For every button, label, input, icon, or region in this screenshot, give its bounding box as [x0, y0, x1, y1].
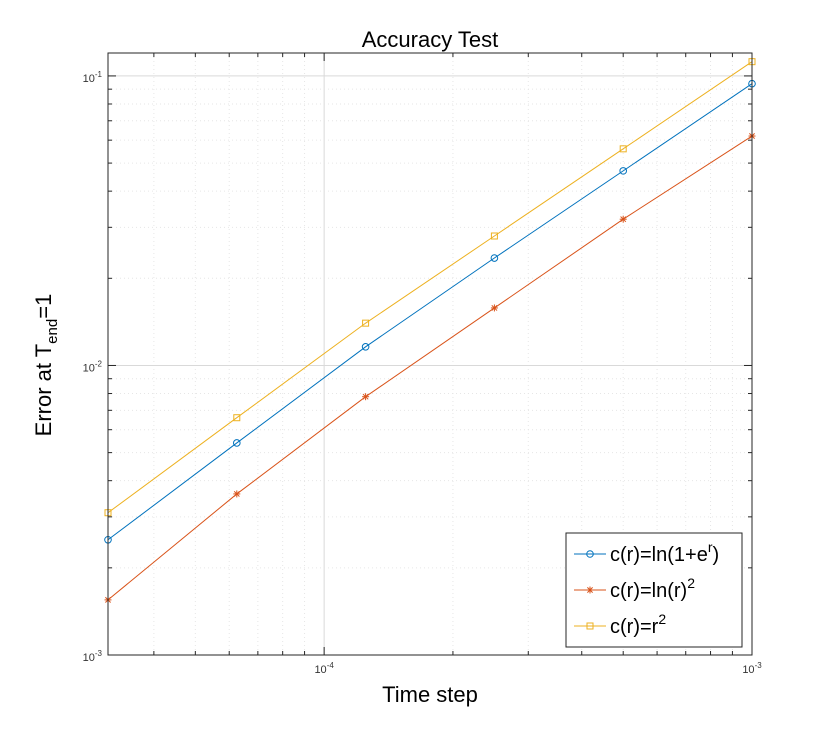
legend-entry: c(r)=ln(1+er)	[574, 539, 719, 566]
series-line	[107, 135, 753, 601]
asterisk-stroke	[491, 304, 498, 311]
series-2	[104, 132, 756, 604]
data-point	[362, 393, 370, 401]
legend: c(r)=ln(1+er) c(r)=ln(r)2 c(r)=r2	[565, 532, 743, 648]
data-point	[619, 167, 628, 175]
legend-entry: c(r)=ln(r)2	[574, 575, 695, 602]
legend-marker	[586, 586, 594, 594]
data-point	[233, 490, 241, 498]
series-layer	[104, 58, 756, 604]
data-point	[619, 145, 627, 153]
series-line	[107, 83, 753, 541]
y-tick-label: 10-3	[83, 649, 103, 664]
legend-label: c(r)=ln(r)2	[610, 575, 695, 602]
legend-marker	[586, 550, 594, 558]
asterisk-stroke	[620, 216, 627, 223]
data-point	[362, 319, 370, 327]
asterisk-stroke	[362, 393, 369, 400]
y-axis-label: Error at Tend=1	[31, 294, 61, 437]
data-point	[361, 343, 370, 351]
legend-entry: c(r)=r2	[574, 611, 666, 638]
data-point	[233, 439, 241, 447]
x-tick-label: 10-4	[314, 661, 334, 676]
y-axis-label-suffix: =1	[31, 294, 56, 319]
y-axis-label-main: Error at T	[31, 344, 56, 437]
series-line	[107, 61, 753, 514]
tick-layer: 10-4 10-3 10-3 10-2 10-1	[83, 53, 762, 676]
x-tick-label: 10-3	[742, 661, 762, 676]
x-axis-label: Time step	[382, 682, 478, 707]
legend-label: c(r)=ln(1+er)	[610, 539, 719, 566]
plot-frame	[107, 52, 753, 656]
legend-marker	[586, 622, 594, 630]
data-point	[233, 414, 241, 422]
asterisk-stroke	[587, 587, 593, 593]
chart-title: Accuracy Test	[362, 27, 499, 52]
y-axis-label-subscript: end	[44, 319, 61, 344]
legend-label: c(r)=r2	[610, 611, 666, 638]
data-point	[619, 215, 627, 223]
data-point	[490, 304, 498, 312]
data-point	[490, 254, 499, 262]
y-tick-label: 10-1	[83, 70, 103, 85]
y-tick-label: 10-2	[83, 359, 103, 374]
asterisk-stroke	[233, 490, 240, 497]
data-point	[490, 232, 498, 240]
